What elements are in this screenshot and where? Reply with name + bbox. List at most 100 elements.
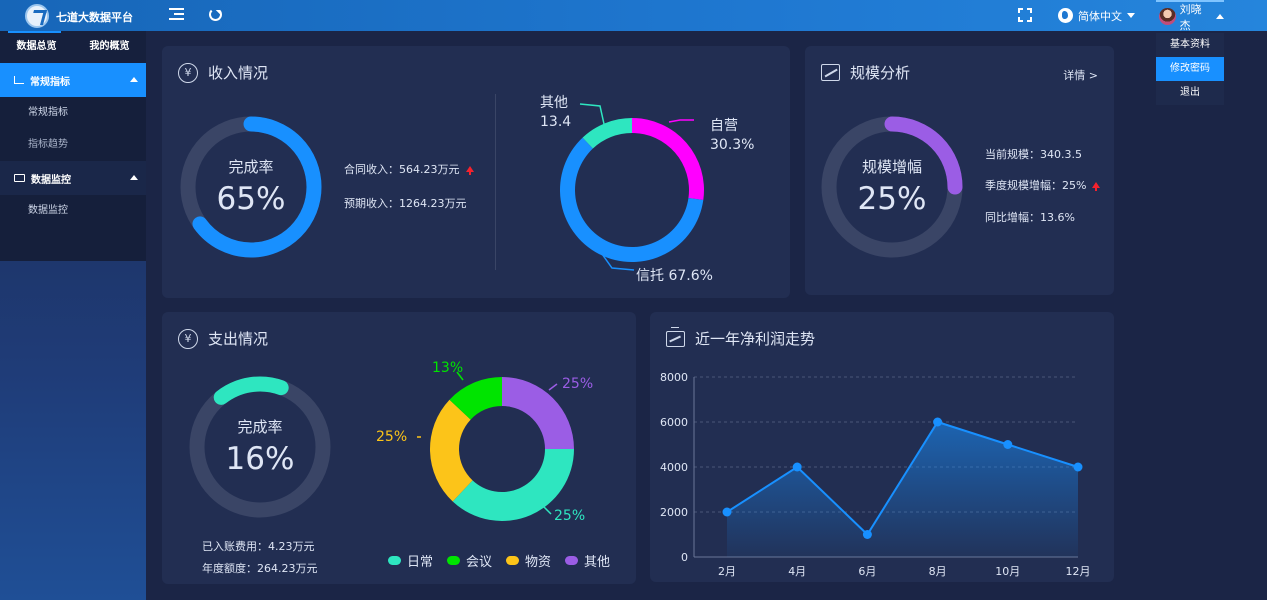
presentation-icon <box>666 326 685 347</box>
pie-slice-其他 <box>502 377 574 449</box>
tab-my-overview[interactable]: 我的概览 <box>89 41 130 52</box>
pie-label-other-value: 13.4 <box>540 114 572 130</box>
leader-line-trust <box>601 253 635 271</box>
tab-data-overview[interactable]: 数据总览 <box>16 41 57 52</box>
data-point[interactable] <box>1073 462 1083 472</box>
chevron-down-icon <box>1127 13 1135 18</box>
legend-swatch <box>388 556 401 565</box>
ring-progress <box>189 376 331 518</box>
legend-item-meeting[interactable]: 会议 <box>447 551 492 570</box>
sidebar-group-regular[interactable]: 常规指标 <box>0 63 146 97</box>
fullscreen-icon[interactable] <box>1018 8 1032 22</box>
yen-icon: ¥ <box>178 328 198 349</box>
profit-panel: 近一年净利润走势 0 2000 4000 6000 8000 2月 4月 6月 8月 10月 12月 <box>650 312 1114 582</box>
scale-title: 规模分析 <box>821 62 910 83</box>
legend-swatch <box>565 556 579 565</box>
menu-item-change-password[interactable]: 修改密码 <box>1156 57 1224 81</box>
data-point[interactable] <box>722 507 732 517</box>
sidebar-group-monitor[interactable]: 数据监控 <box>0 161 146 195</box>
legend-item-daily[interactable]: 日常 <box>388 551 433 570</box>
legend-item-other[interactable]: 其他 <box>565 551 610 570</box>
globe-icon <box>1058 8 1073 23</box>
pie-label-self-name: 自营 <box>710 118 738 134</box>
pie-label-other-name: 其他 <box>540 95 568 111</box>
sidebar-sublist: 常规指标 指标趋势 <box>0 97 146 161</box>
expense-pie <box>417 371 574 521</box>
current-scale: 当前规模：340.3.5 <box>985 148 1082 161</box>
ring-value: 16% <box>225 441 295 477</box>
data-point[interactable] <box>933 417 943 427</box>
user-menu-toggle[interactable]: 刘晓杰 <box>1156 0 1224 32</box>
data-point[interactable] <box>792 462 802 472</box>
yen-icon: ¥ <box>178 62 198 83</box>
leader-line <box>548 383 558 391</box>
legend-swatch <box>447 556 461 565</box>
x-tick-label: 2月 <box>718 565 736 578</box>
ring-progress <box>821 116 963 258</box>
expense-title: ¥ 支出情况 <box>178 328 268 349</box>
profit-title-text: 近一年净利润走势 <box>695 330 816 348</box>
x-tick-label: 4月 <box>788 565 806 578</box>
sidebar-item-monitor[interactable]: 数据监控 <box>28 205 68 216</box>
annual-quota: 年度额度：264.23万元 <box>202 562 318 575</box>
menu-item-logout[interactable]: 退出 <box>1180 87 1200 98</box>
pie-slice-其他 <box>582 118 632 149</box>
chevron-up-icon <box>130 77 138 82</box>
yoy-growth: 同比增幅：13.6% <box>985 211 1075 224</box>
sidebar-item-regular[interactable]: 常规指标 <box>28 107 68 118</box>
profit-chart: 0 2000 4000 6000 8000 2月 4月 6月 8月 10月 12月 <box>660 371 1091 578</box>
ring-caption: 规模增幅 <box>861 158 922 176</box>
x-tick-label: 8月 <box>929 565 947 578</box>
quarter-scale: 季度规模增幅：25% <box>985 177 1101 193</box>
profit-title: 近一年净利润走势 <box>666 326 816 349</box>
y-tick-label: 6000 <box>660 416 688 429</box>
logo-icon <box>25 4 49 28</box>
chevron-up-icon <box>1216 14 1224 19</box>
y-tick-label: 8000 <box>660 371 688 384</box>
chart-icon <box>14 76 24 84</box>
ring-value: 25% <box>857 181 927 217</box>
brand-name: 七道大数据平台 <box>56 11 133 24</box>
sidebar-sublist: 数据监控 <box>0 195 146 261</box>
pie-slice-信托 <box>560 137 704 262</box>
y-tick-label: 0 <box>681 551 688 564</box>
income-title: ¥ 收入情况 <box>178 62 268 83</box>
legend-item-supplies[interactable]: 物资 <box>506 551 551 570</box>
scale-title-text: 规模分析 <box>850 64 911 82</box>
y-tick-label: 4000 <box>660 461 688 474</box>
menu-item-profile[interactable]: 基本资料 <box>1170 39 1210 50</box>
pie-label-self-value: 30.3% <box>710 137 755 153</box>
sidebar-tabs: 数据总览 我的概览 <box>0 31 146 63</box>
expense-ring-label: 完成率 16% <box>187 416 333 477</box>
pie-label-supplies: 25% <box>376 429 408 445</box>
income-title-text: 收入情况 <box>208 64 269 82</box>
leader-line-self <box>668 119 694 123</box>
pie-slice-物资 <box>430 399 473 502</box>
arrow-up-icon <box>1092 182 1101 191</box>
series-line <box>726 420 1079 537</box>
ring-caption: 完成率 <box>228 158 274 176</box>
pie-slice-会议 <box>449 377 502 420</box>
pie-slice-日常 <box>452 449 574 521</box>
series-area <box>727 422 1078 557</box>
language-selector[interactable]: 简体中文 <box>1058 7 1135 24</box>
data-point[interactable] <box>862 530 872 539</box>
monitor-icon <box>14 174 25 182</box>
menu-toggle-icon[interactable] <box>169 8 184 22</box>
data-point[interactable] <box>1003 440 1013 449</box>
detail-link[interactable]: 详情 > <box>1063 69 1098 82</box>
income-pie <box>560 103 704 271</box>
ring-progress <box>180 116 322 258</box>
user-dropdown: 基本资料 修改密码 退出 <box>1156 33 1224 105</box>
expense-ring <box>189 376 331 518</box>
scale-panel: 规模分析 详情 > 规模增幅 25% 当前规模：340.3.5 季度规模增幅：2… <box>805 46 1114 295</box>
refresh-icon[interactable] <box>209 8 222 21</box>
expense-legend: 日常 会议 物资 其他 <box>388 551 610 570</box>
x-tick-label: 6月 <box>858 565 876 578</box>
divider <box>495 94 496 270</box>
legend-label: 会议 <box>466 555 493 570</box>
sidebar-group-label: 数据监控 <box>31 174 71 186</box>
ring-value: 65% <box>216 181 286 217</box>
top-bar: 七道大数据平台 简体中文 刘晓杰 <box>0 0 1267 32</box>
sidebar-item-trend[interactable]: 指标趋势 <box>28 139 68 150</box>
